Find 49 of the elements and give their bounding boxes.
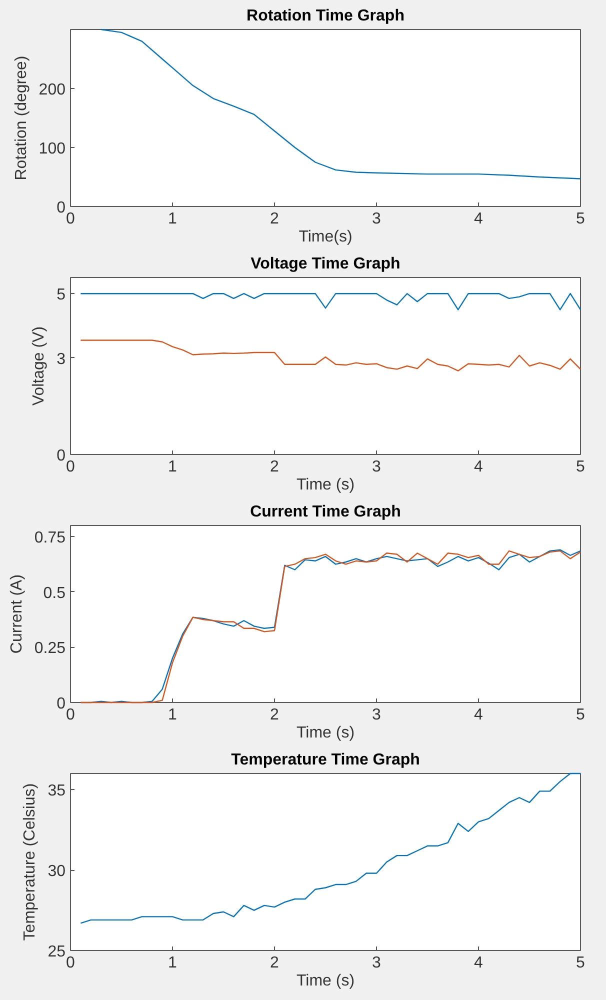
chart-title: Voltage Time Graph	[250, 256, 400, 272]
y-tick-label: 200	[38, 82, 66, 98]
x-tick-label: 3	[372, 706, 382, 724]
chart-title: Rotation Time Graph	[246, 8, 404, 24]
x-axis-title: Time (s)	[296, 476, 355, 494]
y-tick-label: 5	[56, 286, 66, 304]
x-tick-label: 2	[270, 954, 280, 972]
y-tick-label: 100	[38, 140, 66, 158]
x-tick-label: 1	[168, 954, 178, 972]
y-tick-label: 3	[56, 350, 66, 368]
x-tick-label: 3	[372, 210, 382, 228]
x-tick-label: 5	[576, 706, 586, 724]
line-series	[80, 292, 582, 310]
line-series	[80, 340, 582, 372]
x-tick-label: 3	[372, 954, 382, 972]
x-tick-label: 3	[372, 458, 382, 476]
x-tick-label: 1	[168, 210, 178, 228]
y-axis-title: Voltage (V)	[30, 326, 48, 406]
line-series	[100, 28, 582, 180]
y-tick-label: 25	[48, 944, 66, 960]
x-tick-label: 4	[474, 706, 484, 724]
chart-title: Current Time Graph	[250, 504, 401, 520]
y-tick-label: 0.75	[34, 530, 66, 547]
y-tick-label: 0	[56, 448, 66, 464]
y-axis-title: Rotation (degree)	[12, 56, 30, 180]
chart-title: Temperature Time Graph	[231, 752, 420, 768]
x-tick-label: 5	[576, 210, 586, 228]
y-tick-label: 30	[48, 863, 66, 880]
x-tick-label: 4	[474, 458, 484, 476]
x-tick-label: 5	[576, 954, 586, 972]
y-tick-label: 0.25	[34, 640, 66, 658]
x-axis-title: Time (s)	[296, 972, 355, 990]
x-tick-label: 4	[474, 954, 484, 972]
x-tick-label: 2	[270, 210, 280, 228]
x-tick-label: 1	[168, 706, 178, 724]
x-tick-label: 2	[270, 458, 280, 476]
y-tick-label: 0	[56, 696, 66, 712]
x-tick-label: 1	[168, 458, 178, 476]
y-axis-title: Temperature (Celsius)	[22, 783, 39, 941]
x-axis-title: Time(s)	[298, 228, 352, 246]
x-tick-label: 5	[576, 458, 586, 476]
x-tick-label: 4	[474, 210, 484, 228]
y-tick-label: 0	[56, 200, 66, 216]
y-tick-label: 35	[48, 782, 66, 800]
y-tick-label: 0.5	[43, 584, 66, 602]
x-tick-label: 2	[270, 706, 280, 724]
line-series	[80, 772, 582, 924]
x-axis-title: Time (s)	[296, 724, 355, 742]
y-axis-title: Current (A)	[8, 574, 26, 654]
